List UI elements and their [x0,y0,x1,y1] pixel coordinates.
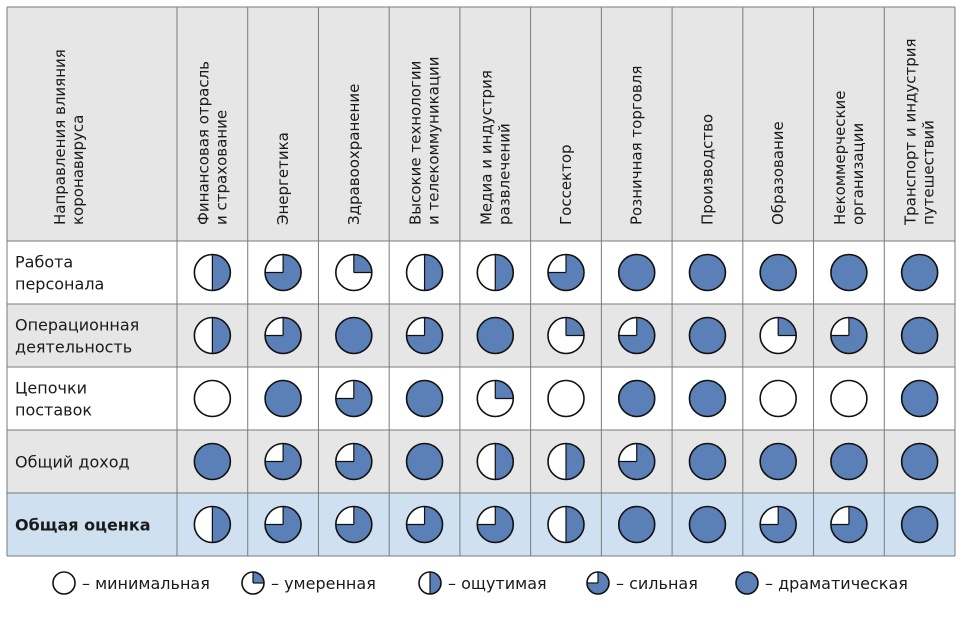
impact-ball [476,379,515,418]
impact-ball [900,505,939,544]
column-header-text: Высокие технологии [407,61,425,225]
impact-ball [617,505,656,544]
column-header-text: развлечений [495,123,513,225]
impact-ball [264,316,302,355]
impact-ball [547,505,585,544]
impact-ball [547,316,585,355]
impact-ball [335,316,373,355]
legend-label: – драматическая [765,574,908,593]
column-header-text: Финансовая отрасль [194,61,212,225]
impact-ball [688,442,727,481]
impact-ball [264,379,302,418]
impact-ball [547,379,585,418]
column-header-text: и страхование [212,110,230,225]
impact-ball [830,253,868,292]
legend-label: – минимальная [82,574,210,593]
impact-ball [335,442,373,481]
impact-ball [617,253,656,292]
impact-ball [830,442,868,481]
impact-ball [476,253,515,292]
impact-ball [547,253,585,292]
impact-ball [405,442,444,481]
legend-ball [418,571,442,595]
impact-ball [476,505,515,544]
impact-ball [759,442,797,481]
impact-ball [335,253,373,292]
impact-ball [900,379,939,418]
impact-ball [264,505,302,544]
corner-header-text: Направления влияния [51,49,69,225]
impact-ball [830,505,868,544]
impact-ball [688,253,727,292]
impact-ball [193,505,232,544]
impact-ball [830,379,868,418]
impact-ball [476,316,515,355]
column-header-text: Транспорт и индустрия [902,38,920,226]
row-label-text: поставок [15,401,92,420]
column-header-text: Медиа и индустрия [477,70,495,225]
column-header-text: Некоммерческие [831,90,849,225]
column-header-text: Розничная торговля [628,66,646,225]
column-header-text: Энергетика [274,132,292,225]
legend-ball [241,571,265,595]
row-label-text: Цепочки [15,379,87,398]
impact-ball [405,379,444,418]
column-header-text: Здравоохранение [345,84,363,225]
impact-ball [476,442,515,481]
impact-ball [900,442,939,481]
column-header-text: организации [849,123,867,225]
row-label-text: Общий доход [15,453,130,472]
impact-ball [264,442,302,481]
impact-ball [193,316,232,355]
row-label-text: деятельность [15,338,132,357]
column-header-text: и телекоммуникации [425,56,443,225]
impact-ball [264,253,302,292]
row-label-text: Операционная [15,316,139,335]
column-header-text: Производство [698,114,716,225]
impact-ball [759,253,797,292]
legend-label: – ощутимая [448,574,547,593]
row-label-text: персонала [15,275,104,294]
impact-ball [193,442,232,481]
impact-ball [405,505,444,544]
impact-ball [193,253,232,292]
impact-ball [335,505,373,544]
legend-label: – умеренная [271,574,376,593]
header-background [7,7,955,241]
legend-label: – сильная [616,574,698,593]
impact-ball [759,379,797,418]
column-header-text: Образование [769,121,787,225]
impact-ball [900,253,939,292]
impact-ball [759,316,797,355]
impact-ball [617,442,656,481]
impact-ball [193,379,232,418]
corner-header-text: коронавируса [69,115,87,225]
impact-ball [547,442,585,481]
impact-ball [759,505,797,544]
column-header-text: путешествий [920,120,938,225]
row-label-text: Общая оценка [15,516,151,535]
impact-ball [900,316,939,355]
impact-ball [405,253,444,292]
legend-ball [586,571,610,595]
impact-ball [688,316,727,355]
impact-ball [335,379,373,418]
legend-ball [735,571,759,595]
impact-ball [688,505,727,544]
column-header-text: Госсектор [557,144,575,225]
row-label-text: Работа [15,253,73,272]
impact-ball [617,316,656,355]
impact-ball [617,379,656,418]
impact-ball [688,379,727,418]
impact-ball [830,316,868,355]
legend-ball [52,571,76,595]
impact-ball [405,316,444,355]
